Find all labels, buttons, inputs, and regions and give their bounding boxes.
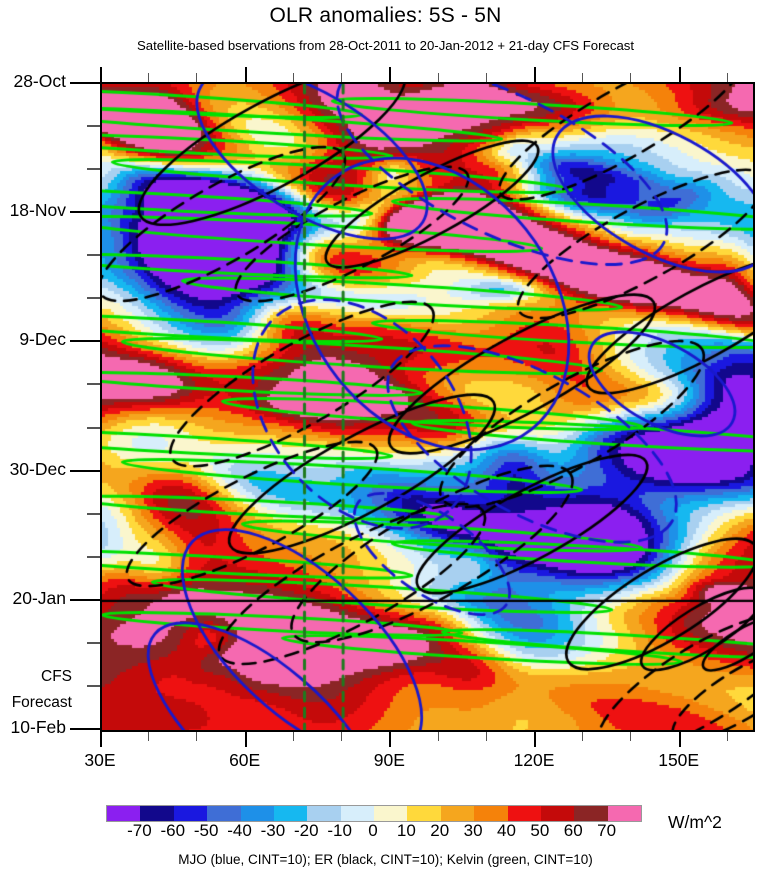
x-tick-minor: [485, 732, 487, 741]
colorbar-swatch-10: [440, 806, 475, 821]
x-tick-minor-top: [630, 73, 632, 82]
y-tick-minor: [87, 555, 100, 558]
colorbar-tick-30: 30: [463, 821, 483, 840]
colorbar-swatch-12: [507, 806, 541, 821]
y-tick-minor: [87, 684, 100, 687]
colorbar-tick--40: -40: [227, 821, 252, 840]
y-tick-major: [70, 340, 100, 343]
y-tick-minor: [87, 426, 100, 429]
x-tick-major-top: [678, 67, 681, 82]
colorbar-tick-0: 0: [368, 821, 378, 840]
x-tick-major: [244, 732, 247, 747]
x-tick-major-top: [389, 67, 392, 82]
x-tick-label-30e: 30E: [84, 750, 116, 770]
y-tick-label-28-oct: 28-Oct: [13, 71, 66, 91]
x-tick-minor-top: [341, 73, 343, 82]
x-tick-minor-top: [582, 73, 584, 82]
x-tick-minor: [196, 732, 198, 741]
y-tick-minor: [87, 254, 100, 257]
y-tick-label-20-jan: 20-Jan: [12, 587, 66, 608]
x-tick-major-top: [244, 67, 247, 82]
y-tick-label-9-dec: 9-Dec: [19, 329, 66, 350]
y-tick-minor: [87, 168, 100, 171]
y-tick-minor: [87, 125, 100, 128]
y-tick-major: [70, 728, 100, 730]
colorbar-tick--10: -10: [327, 821, 352, 840]
colorbar-swatch-1: [140, 806, 174, 821]
y-tick-minor: [87, 512, 100, 515]
colorbar-swatch-8: [374, 806, 408, 821]
x-tick-label-120e: 120E: [513, 750, 555, 770]
wave-contour-overlay: [102, 84, 753, 730]
x-tick-label-60e: 60E: [229, 750, 261, 770]
y-tick-major: [70, 211, 100, 214]
colorbar-swatch-6: [307, 806, 341, 821]
y-tick-major: [70, 82, 100, 84]
x-tick-major: [678, 732, 681, 747]
y-tick-label-30-dec: 30-Dec: [9, 458, 66, 479]
x-tick-label-150e: 150E: [658, 750, 700, 770]
colorbar-swatch-15: [607, 806, 641, 821]
forecast-label-line2: Forecast: [11, 694, 72, 711]
colorbar-tick--70: -70: [127, 821, 152, 840]
colorbar-tick-70: 70: [597, 821, 617, 840]
page-subtitle: Satellite-based bservations from 28-Oct-…: [136, 38, 635, 53]
colorbar-tick--60: -60: [160, 821, 186, 840]
colorbar-swatch-2: [173, 806, 208, 821]
y-tick-label-18-nov: 18-Nov: [9, 200, 66, 221]
y-tick-minor: [87, 297, 100, 300]
x-tick-major-top: [534, 67, 536, 82]
x-tick-minor-top: [437, 73, 439, 82]
colorbar-tick--20: -20: [293, 821, 319, 840]
x-tick-minor: [341, 732, 343, 741]
y-tick-label-10-feb: 10-Feb: [10, 717, 66, 737]
x-tick-minor-top: [292, 73, 294, 82]
x-tick-label-90e: 90E: [373, 750, 405, 770]
x-tick-major: [100, 732, 102, 747]
x-tick-minor: [582, 732, 584, 741]
x-tick-minor: [437, 732, 439, 741]
page-title: OLR anomalies: 5S - 5N: [269, 4, 502, 27]
plot-area: [100, 82, 755, 732]
y-tick-major: [70, 469, 100, 472]
colorbar-tick-10: 10: [396, 821, 416, 840]
colorbar-swatch-7: [340, 806, 374, 821]
colorbar-tick-50: 50: [530, 821, 550, 840]
y-tick-minor: [87, 383, 100, 386]
x-tick-minor: [148, 732, 150, 741]
x-tick-minor-top: [148, 73, 150, 82]
forecast-label-line1: CFS: [41, 668, 72, 685]
colorbar-tick-20: 20: [430, 821, 450, 840]
colorbar-units: W/m^2: [668, 812, 722, 832]
x-tick-minor-top: [485, 73, 487, 82]
colorbar-tick-40: 40: [497, 821, 516, 840]
x-tick-minor: [292, 732, 294, 741]
x-tick-major: [534, 732, 536, 747]
colorbar-tick--50: -50: [193, 821, 219, 840]
colorbar-tick-60: 60: [563, 821, 583, 840]
colorbar-swatch-14: [574, 806, 608, 821]
y-tick-major: [70, 598, 100, 601]
x-tick-minor: [726, 732, 728, 741]
x-tick-major: [389, 732, 392, 747]
colorbar-swatch-3: [207, 806, 241, 821]
figure-caption: MJO (blue, CINT=10); ER (black, CINT=10)…: [178, 852, 593, 867]
colorbar: [106, 805, 642, 822]
colorbar-swatch-4: [240, 806, 274, 821]
x-tick-minor-top: [196, 73, 198, 82]
colorbar-swatch-13: [540, 806, 575, 821]
colorbar-tick--30: -30: [260, 821, 286, 840]
colorbar-swatch-9: [407, 806, 441, 821]
x-tick-major-top: [100, 67, 102, 82]
colorbar-swatch-11: [474, 806, 508, 821]
x-tick-minor-top: [726, 73, 728, 82]
colorbar-swatch-5: [273, 806, 308, 821]
y-tick-minor: [87, 641, 100, 644]
x-tick-minor: [630, 732, 632, 741]
colorbar-swatch-0: [107, 806, 141, 821]
